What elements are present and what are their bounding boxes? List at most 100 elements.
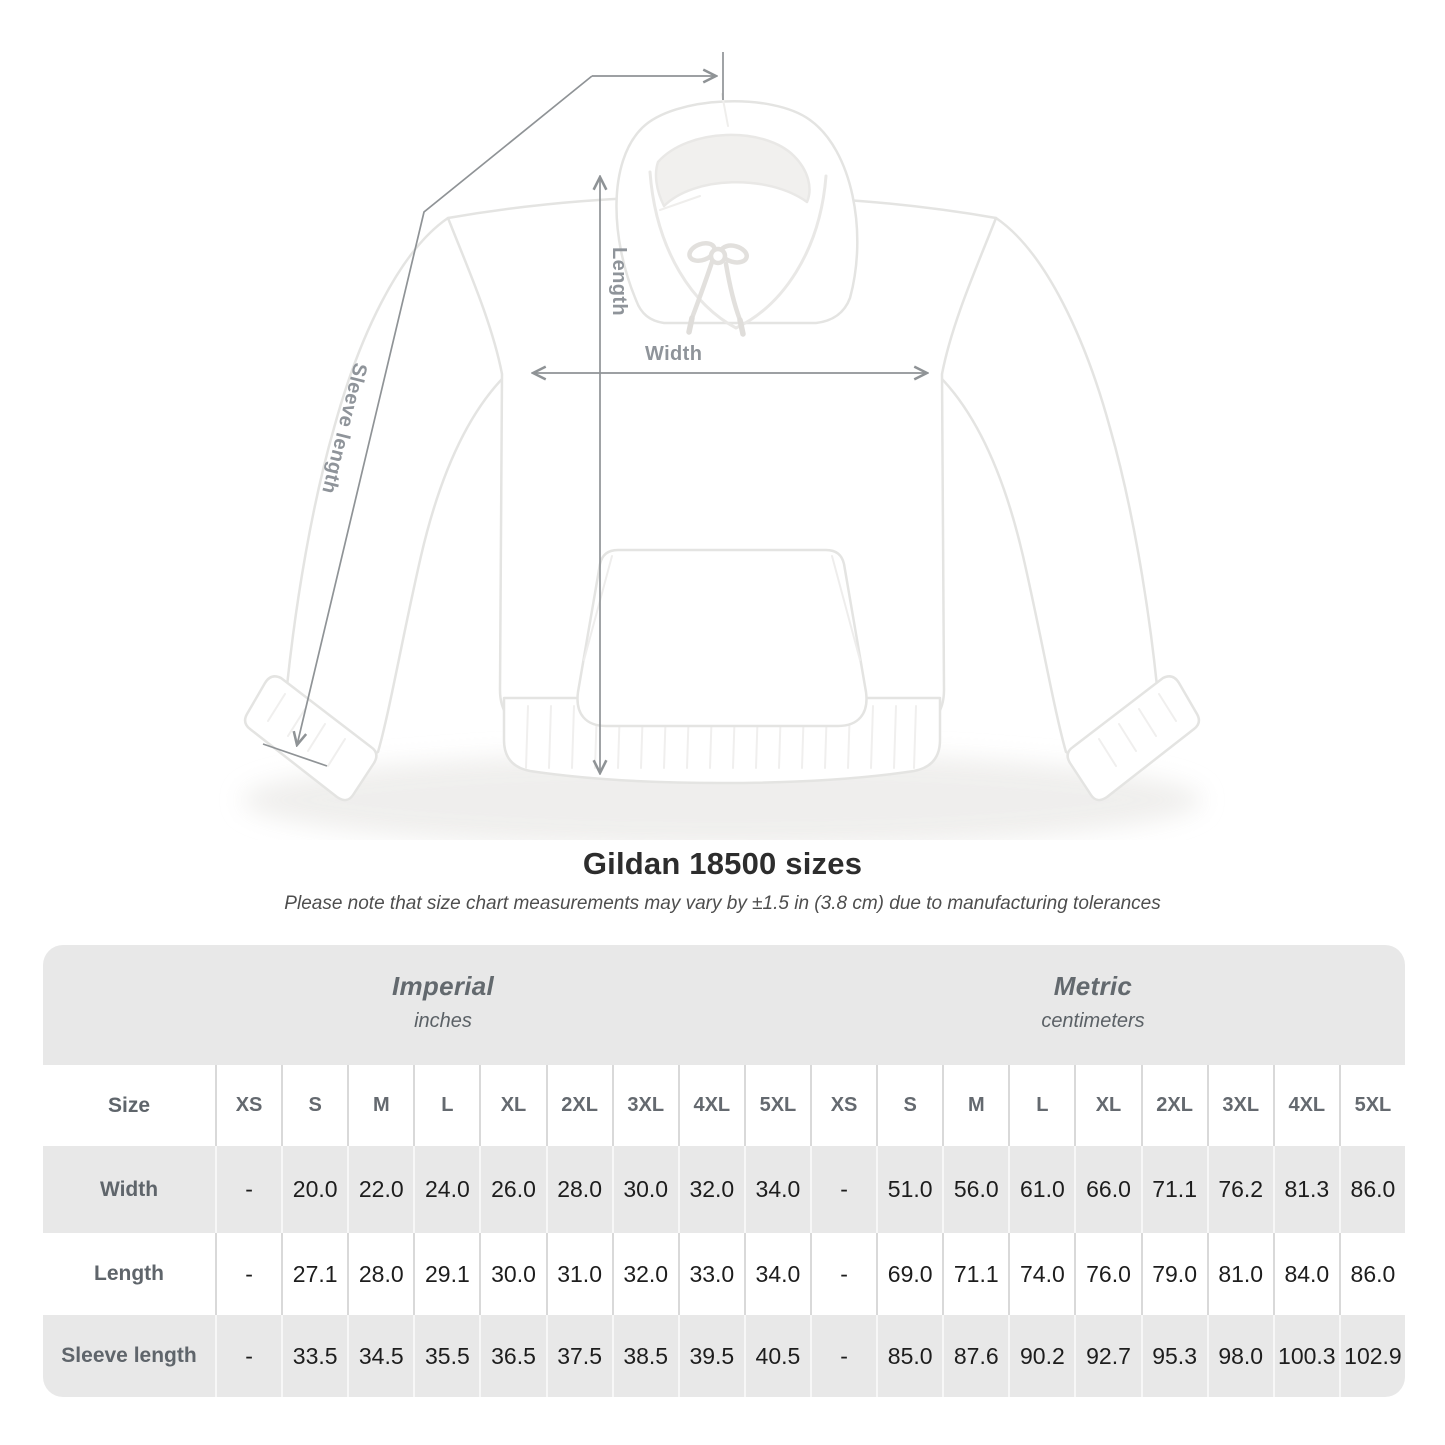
value-metric-length-2xl: 79.0 — [1140, 1233, 1207, 1315]
size-col-header-imperial-4xl: 4XL — [677, 1065, 744, 1146]
size-col-header-metric-3xl: 3XL — [1206, 1065, 1273, 1146]
size-col-header-metric-m: M — [942, 1065, 1009, 1146]
value-metric-length-3xl: 81.0 — [1206, 1233, 1273, 1315]
hoodie-measurement-diagram: Length Width Sleeve length — [242, 52, 1202, 840]
size-col-header-metric-l: L — [1008, 1065, 1075, 1146]
value-imperial-length-2xl: 31.0 — [545, 1233, 612, 1315]
value-metric-length-xs: - — [810, 1233, 877, 1315]
hoodie-garment — [243, 93, 1201, 802]
size-col-header-imperial-3xl: 3XL — [611, 1065, 678, 1146]
value-imperial-width-2xl: 28.0 — [545, 1146, 612, 1233]
value-imperial-width-m: 22.0 — [347, 1146, 414, 1233]
metric-label: Metric — [1053, 971, 1133, 1001]
size-col-header-metric-5xl: 5XL — [1338, 1065, 1405, 1146]
value-imperial-sleeve-length-2xl: 37.5 — [545, 1315, 612, 1397]
row-label-width: Width — [43, 1146, 215, 1233]
value-metric-sleeve-length-2xl: 95.3 — [1140, 1315, 1207, 1397]
cuff-tick — [262, 743, 328, 767]
value-metric-width-5xl: 86.0 — [1338, 1146, 1405, 1233]
value-imperial-width-3xl: 30.0 — [611, 1146, 678, 1233]
value-metric-width-4xl: 81.3 — [1272, 1146, 1339, 1233]
value-imperial-sleeve-length-5xl: 40.5 — [743, 1315, 810, 1397]
size-col-header-metric-xs: XS — [810, 1065, 877, 1146]
hoodie-illustration — [242, 52, 1202, 840]
value-imperial-width-xl: 26.0 — [479, 1146, 546, 1233]
value-metric-length-4xl: 84.0 — [1272, 1233, 1339, 1315]
value-metric-width-3xl: 76.2 — [1206, 1146, 1273, 1233]
value-metric-sleeve-length-l: 90.2 — [1008, 1315, 1075, 1397]
value-imperial-sleeve-length-m: 34.5 — [347, 1315, 414, 1397]
size-col-header-imperial-xs: XS — [215, 1065, 282, 1146]
value-imperial-width-xs: - — [215, 1146, 282, 1233]
width-measurement-label: Width — [645, 343, 703, 365]
left-cuff — [243, 675, 378, 802]
size-col-header-imperial-2xl: 2XL — [545, 1065, 612, 1146]
size-col-header-imperial-5xl: 5XL — [743, 1065, 810, 1146]
value-metric-sleeve-length-4xl: 100.3 — [1272, 1315, 1339, 1397]
value-metric-width-l: 61.0 — [1008, 1146, 1075, 1233]
size-col-header-imperial-xl: XL — [479, 1065, 546, 1146]
value-metric-width-xl: 66.0 — [1074, 1146, 1141, 1233]
value-imperial-length-s: 27.1 — [281, 1233, 348, 1315]
tolerance-note: Please note that size chart measurements… — [284, 893, 1161, 914]
value-imperial-length-xl: 30.0 — [479, 1233, 546, 1315]
value-imperial-sleeve-length-3xl: 38.5 — [611, 1315, 678, 1397]
value-imperial-sleeve-length-xs: - — [215, 1315, 282, 1397]
row-label-sleeve-length: Sleeve length — [43, 1315, 215, 1397]
row-label-length: Length — [43, 1233, 215, 1315]
value-imperial-width-s: 20.0 — [281, 1146, 348, 1233]
right-cuff — [1066, 675, 1201, 802]
value-metric-length-5xl: 86.0 — [1338, 1233, 1405, 1315]
size-col-header-imperial-s: S — [281, 1065, 348, 1146]
unit-header-band: Imperial inches Metric centimeters — [43, 945, 1405, 1065]
value-metric-length-xl: 76.0 — [1074, 1233, 1141, 1315]
value-imperial-length-l: 29.1 — [413, 1233, 480, 1315]
value-metric-length-m: 71.1 — [942, 1233, 1009, 1315]
value-metric-length-s: 69.0 — [876, 1233, 943, 1315]
value-imperial-sleeve-length-4xl: 39.5 — [677, 1315, 744, 1397]
value-imperial-length-m: 28.0 — [347, 1233, 414, 1315]
kangaroo-pocket — [576, 548, 868, 728]
value-imperial-length-5xl: 34.0 — [743, 1233, 810, 1315]
value-metric-length-l: 74.0 — [1008, 1233, 1075, 1315]
value-imperial-width-l: 24.0 — [413, 1146, 480, 1233]
size-col-header-metric-4xl: 4XL — [1272, 1065, 1339, 1146]
value-imperial-length-xs: - — [215, 1233, 282, 1315]
value-metric-sleeve-length-3xl: 98.0 — [1206, 1315, 1273, 1397]
value-metric-sleeve-length-5xl: 102.9 — [1338, 1315, 1405, 1397]
value-metric-width-m: 56.0 — [942, 1146, 1009, 1233]
value-imperial-sleeve-length-s: 33.5 — [281, 1315, 348, 1397]
value-imperial-sleeve-length-xl: 36.5 — [479, 1315, 546, 1397]
size-column-header: Size — [43, 1065, 215, 1146]
value-imperial-width-5xl: 34.0 — [743, 1146, 810, 1233]
drawstring-bow — [687, 241, 749, 323]
size-col-header-metric-2xl: 2XL — [1140, 1065, 1207, 1146]
metric-unit-label: centimeters — [1041, 1010, 1145, 1032]
hood-opening-rim — [648, 170, 828, 330]
size-col-header-imperial-l: L — [413, 1065, 480, 1146]
size-table-grid: Size XS S M L XL 2XL 3XL 4XL 5XL XS S M L XL 2XL 3XL 4XL 5… — [43, 1065, 1405, 1397]
page-title: Gildan 18500 sizes — [582, 846, 863, 881]
sleeve-length-arrow — [297, 75, 593, 745]
metric-unit-header: Metric centimeters — [1041, 971, 1144, 1033]
size-table: Imperial inches Metric centimeters Size X… — [43, 945, 1405, 1397]
value-metric-sleeve-length-xs: - — [810, 1315, 877, 1397]
hood-interior — [654, 133, 811, 208]
value-metric-sleeve-length-s: 85.0 — [876, 1315, 943, 1397]
size-col-header-metric-xl: XL — [1074, 1065, 1141, 1146]
length-measurement-label: Length — [608, 247, 630, 317]
size-col-header-metric-s: S — [876, 1065, 943, 1146]
value-imperial-sleeve-length-l: 35.5 — [413, 1315, 480, 1397]
ground-shadow — [242, 752, 1202, 840]
value-imperial-width-4xl: 32.0 — [677, 1146, 744, 1233]
value-metric-width-s: 51.0 — [876, 1146, 943, 1233]
imperial-unit-label: inches — [414, 1010, 472, 1032]
value-metric-width-2xl: 71.1 — [1140, 1146, 1207, 1233]
value-metric-sleeve-length-xl: 92.7 — [1074, 1315, 1141, 1397]
imperial-unit-header: Imperial inches — [392, 971, 494, 1033]
value-metric-sleeve-length-m: 87.6 — [942, 1315, 1009, 1397]
value-imperial-length-4xl: 33.0 — [677, 1233, 744, 1315]
imperial-label: Imperial — [391, 971, 495, 1001]
size-col-header-imperial-m: M — [347, 1065, 414, 1146]
